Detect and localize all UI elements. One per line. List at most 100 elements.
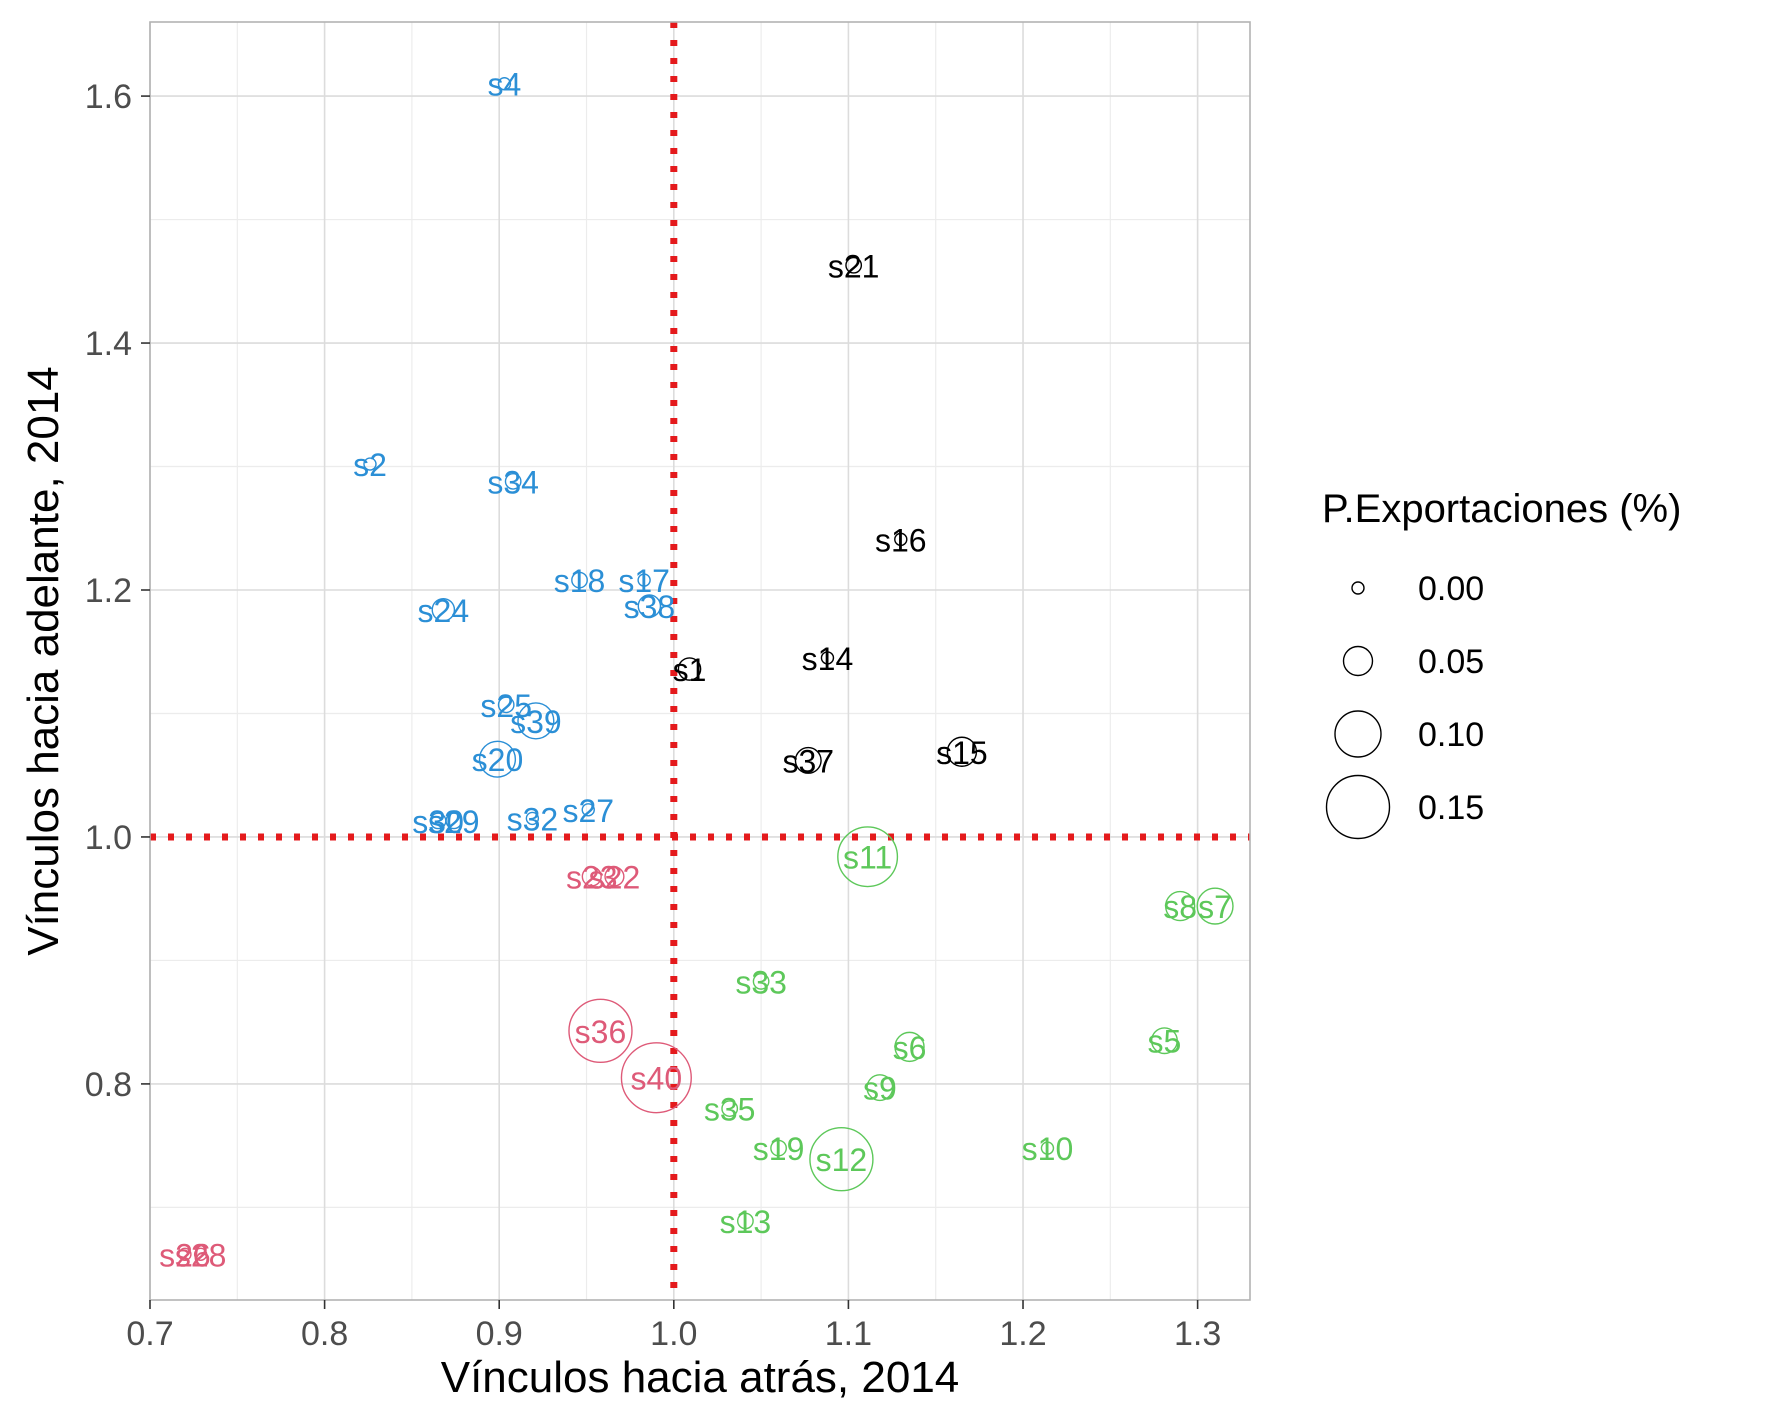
point-marker <box>517 702 555 740</box>
point-label: s1 <box>673 652 707 688</box>
point-label: s25 <box>480 688 532 724</box>
y-tick-label: 1.6 <box>85 78 132 116</box>
data-point: s15 <box>936 735 988 771</box>
data-point: s27 <box>562 793 614 829</box>
y-axis-label: Vínculos hacia adelante, 2014 <box>19 366 68 956</box>
data-point: s20 <box>472 740 524 778</box>
data-point: s33 <box>735 964 787 1000</box>
point-marker <box>604 866 625 887</box>
y-tick-label: 1.4 <box>85 325 132 363</box>
data-point: s4 <box>488 67 522 103</box>
data-point: s14 <box>802 641 854 677</box>
data-point: s24 <box>418 593 470 629</box>
point-label: s22 <box>589 859 641 895</box>
legend-key <box>1334 710 1382 758</box>
legend-label: 0.10 <box>1418 716 1484 754</box>
point-label: s19 <box>753 1131 805 1167</box>
data-point: s5 <box>1148 1024 1182 1060</box>
point-label: s38 <box>624 589 676 625</box>
data-point: s36 <box>568 998 633 1064</box>
point-label: s10 <box>1022 1131 1074 1167</box>
point-marker <box>770 1139 787 1157</box>
legend-label: 0.15 <box>1418 789 1484 827</box>
y-tick-label: 1.0 <box>85 819 132 857</box>
y-tick-label: 1.2 <box>85 572 132 610</box>
data-point: s8 <box>1163 889 1197 925</box>
point-marker <box>571 571 588 589</box>
data-point: s6 <box>893 1030 927 1066</box>
legend-label: 0.00 <box>1418 570 1484 608</box>
data-point: s12 <box>809 1127 874 1192</box>
point-marker <box>736 1212 754 1230</box>
data-point: s1 <box>673 652 707 688</box>
point-label: s23 <box>566 859 618 895</box>
point-label: s28 <box>175 1237 227 1273</box>
data-point: s26 <box>159 1237 211 1273</box>
size-legend: P.Exportaciones (%) 0.00 0.05 0.10 0.15 <box>1322 487 1681 840</box>
point-label: s11 <box>843 840 892 876</box>
point-label: s29 <box>428 804 480 840</box>
data-point: s35 <box>704 1092 756 1128</box>
data-point: s40 <box>620 1042 692 1114</box>
data-point: s29 <box>428 804 480 840</box>
point-marker <box>637 573 651 587</box>
point-marker <box>946 736 978 767</box>
data-point: s39 <box>510 702 562 740</box>
point-marker <box>525 811 540 826</box>
data-point: s30 <box>412 804 464 840</box>
point-label: s7 <box>1198 889 1232 925</box>
x-axis-label: Vínculos hacia atrás, 2014 <box>441 1353 960 1402</box>
point-label: s18 <box>554 563 606 599</box>
data-point: s16 <box>875 522 927 558</box>
point-label: s8 <box>1163 889 1197 925</box>
minor-gridlines <box>150 22 1250 1300</box>
data-point: s32 <box>507 801 559 837</box>
point-label: s33 <box>735 964 787 1000</box>
point-marker <box>894 532 908 547</box>
point-label: s12 <box>816 1142 868 1178</box>
point-label: s37 <box>782 743 834 779</box>
x-tick-label: 0.8 <box>301 1315 348 1353</box>
y-tick-label: 0.8 <box>85 1066 132 1104</box>
data-point: s11 <box>837 826 899 888</box>
reference-lines <box>150 22 1250 1300</box>
point-marker <box>809 1127 874 1192</box>
point-marker <box>820 651 835 665</box>
point-marker <box>193 1247 208 1262</box>
point-label: s2 <box>353 447 387 483</box>
data-point: s13 <box>720 1204 772 1240</box>
point-label: s6 <box>893 1030 927 1066</box>
legend-key <box>1342 645 1374 677</box>
data-point: s21 <box>828 248 880 284</box>
x-tick-label: 1.3 <box>1174 1315 1221 1353</box>
point-marker <box>478 740 517 778</box>
point-marker <box>721 1100 739 1118</box>
point-marker <box>637 594 662 618</box>
point-marker <box>620 1042 692 1114</box>
point-marker <box>1040 1141 1055 1155</box>
point-marker <box>1150 1027 1178 1055</box>
point-label: s36 <box>575 1014 627 1050</box>
point-label: s35 <box>704 1092 756 1128</box>
point-label: s13 <box>720 1204 772 1240</box>
point-marker <box>581 866 602 887</box>
legend-title: P.Exportaciones (%) <box>1322 487 1681 531</box>
point-label: s16 <box>875 522 927 558</box>
point-marker <box>445 812 463 830</box>
data-point: s17 <box>618 563 670 599</box>
point-label: s34 <box>487 464 539 500</box>
point-marker <box>363 457 377 471</box>
point-marker <box>1196 887 1234 925</box>
point-label: s14 <box>802 641 854 677</box>
x-tick-label: 0.9 <box>476 1315 523 1353</box>
data-point: s25 <box>480 688 532 724</box>
point-label: s39 <box>510 704 562 740</box>
data-point: s34 <box>487 464 539 500</box>
legend-key <box>1351 581 1365 595</box>
point-label: s27 <box>562 793 614 829</box>
point-label: s20 <box>472 742 524 778</box>
point-marker <box>1164 890 1196 922</box>
point-label: s5 <box>1148 1024 1182 1060</box>
